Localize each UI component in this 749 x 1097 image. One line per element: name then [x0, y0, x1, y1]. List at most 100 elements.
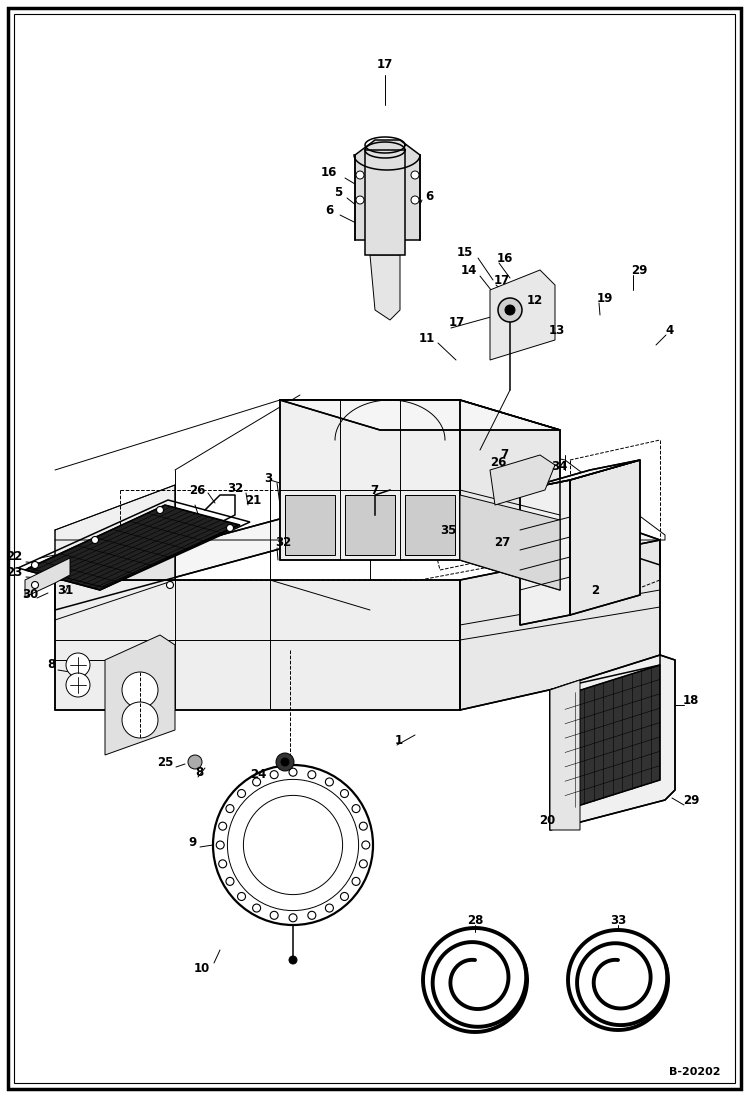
- Circle shape: [66, 672, 90, 697]
- Text: 21: 21: [245, 494, 261, 507]
- Circle shape: [219, 860, 227, 868]
- Polygon shape: [55, 470, 660, 610]
- Text: 22: 22: [6, 551, 22, 564]
- Text: 3: 3: [264, 472, 272, 485]
- Polygon shape: [365, 150, 405, 255]
- Circle shape: [237, 790, 246, 798]
- Circle shape: [243, 795, 342, 894]
- Text: 11: 11: [419, 331, 435, 344]
- Text: 6: 6: [425, 191, 433, 204]
- Circle shape: [352, 804, 360, 813]
- Text: 9: 9: [189, 836, 197, 848]
- Circle shape: [270, 912, 278, 919]
- Circle shape: [289, 955, 297, 964]
- Polygon shape: [345, 495, 395, 555]
- Circle shape: [226, 804, 234, 813]
- Polygon shape: [55, 510, 175, 580]
- Circle shape: [308, 912, 316, 919]
- Circle shape: [216, 841, 224, 849]
- Text: 27: 27: [494, 536, 510, 550]
- Text: 31: 31: [57, 584, 73, 597]
- Circle shape: [228, 779, 359, 911]
- Polygon shape: [520, 480, 570, 625]
- Text: 17: 17: [494, 273, 510, 286]
- Polygon shape: [280, 400, 460, 559]
- Circle shape: [226, 524, 234, 532]
- Polygon shape: [370, 255, 400, 320]
- Text: 32: 32: [275, 536, 291, 550]
- Polygon shape: [280, 400, 560, 430]
- Text: 16: 16: [321, 167, 337, 180]
- Text: 13: 13: [549, 324, 565, 337]
- Polygon shape: [460, 495, 560, 590]
- Circle shape: [362, 841, 370, 849]
- Circle shape: [341, 790, 348, 798]
- Circle shape: [289, 768, 297, 777]
- Polygon shape: [55, 485, 175, 558]
- Circle shape: [252, 904, 261, 912]
- Text: 35: 35: [440, 523, 456, 536]
- Circle shape: [352, 878, 360, 885]
- Polygon shape: [550, 655, 675, 830]
- Circle shape: [237, 893, 246, 901]
- Text: 26: 26: [490, 455, 506, 468]
- Text: 28: 28: [467, 914, 483, 927]
- Circle shape: [219, 822, 227, 830]
- Circle shape: [281, 758, 289, 766]
- Text: 26: 26: [189, 484, 205, 497]
- Circle shape: [360, 860, 367, 868]
- Text: 18: 18: [683, 693, 700, 706]
- Text: 10: 10: [194, 961, 210, 974]
- Polygon shape: [570, 460, 640, 615]
- Circle shape: [252, 778, 261, 785]
- Text: 7: 7: [500, 449, 508, 462]
- Circle shape: [66, 653, 90, 677]
- Circle shape: [31, 581, 38, 588]
- Text: 2: 2: [591, 584, 599, 597]
- Circle shape: [360, 822, 367, 830]
- Text: 12: 12: [527, 294, 543, 306]
- Text: 32: 32: [227, 482, 243, 495]
- Text: 7: 7: [370, 484, 378, 497]
- Circle shape: [289, 914, 297, 921]
- Polygon shape: [405, 495, 455, 555]
- Circle shape: [325, 904, 333, 912]
- Text: 34: 34: [551, 460, 568, 473]
- Circle shape: [157, 507, 163, 513]
- Text: 23: 23: [6, 565, 22, 578]
- Text: 5: 5: [334, 186, 342, 200]
- Polygon shape: [550, 680, 580, 830]
- Circle shape: [188, 755, 202, 769]
- Text: 8: 8: [195, 766, 203, 779]
- Circle shape: [411, 196, 419, 204]
- Text: 25: 25: [157, 756, 173, 769]
- Text: 30: 30: [22, 588, 38, 601]
- Polygon shape: [55, 580, 460, 710]
- Circle shape: [356, 196, 364, 204]
- Circle shape: [166, 581, 174, 588]
- Polygon shape: [25, 558, 70, 597]
- Circle shape: [226, 878, 234, 885]
- Circle shape: [276, 753, 294, 771]
- Polygon shape: [105, 635, 175, 755]
- Circle shape: [498, 298, 522, 323]
- Polygon shape: [460, 540, 660, 710]
- Polygon shape: [565, 665, 660, 810]
- Polygon shape: [355, 140, 420, 240]
- Circle shape: [411, 171, 419, 179]
- Circle shape: [270, 771, 278, 779]
- Circle shape: [122, 672, 158, 708]
- Circle shape: [31, 562, 38, 568]
- Circle shape: [91, 536, 99, 543]
- Polygon shape: [490, 270, 555, 360]
- Text: 15: 15: [457, 247, 473, 260]
- Text: 1: 1: [395, 734, 403, 746]
- Text: 6: 6: [326, 204, 334, 216]
- Polygon shape: [25, 505, 240, 590]
- Text: 4: 4: [665, 324, 673, 337]
- Text: 19: 19: [597, 292, 613, 305]
- Text: 24: 24: [250, 769, 267, 781]
- Circle shape: [325, 778, 333, 785]
- Text: 29: 29: [631, 263, 647, 276]
- Text: 29: 29: [683, 793, 700, 806]
